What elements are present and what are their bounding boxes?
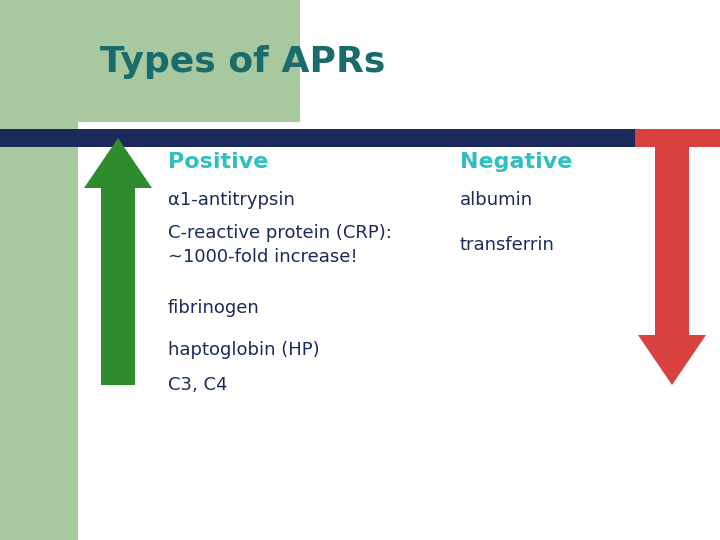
Text: α1-antitrypsin: α1-antitrypsin bbox=[168, 191, 295, 209]
FancyBboxPatch shape bbox=[101, 183, 135, 385]
FancyBboxPatch shape bbox=[0, 0, 300, 122]
FancyBboxPatch shape bbox=[0, 0, 78, 540]
Text: Negative: Negative bbox=[460, 152, 572, 172]
FancyBboxPatch shape bbox=[655, 129, 689, 340]
Text: fibrinogen: fibrinogen bbox=[168, 299, 260, 317]
Text: transferrin: transferrin bbox=[460, 236, 555, 254]
Text: Positive: Positive bbox=[168, 152, 269, 172]
FancyBboxPatch shape bbox=[75, 5, 715, 535]
FancyBboxPatch shape bbox=[0, 0, 75, 540]
Text: Types of APRs: Types of APRs bbox=[100, 45, 385, 79]
FancyBboxPatch shape bbox=[0, 0, 290, 120]
Polygon shape bbox=[638, 335, 706, 385]
Text: C3, C4: C3, C4 bbox=[168, 376, 228, 394]
FancyBboxPatch shape bbox=[635, 129, 720, 147]
Text: C-reactive protein (CRP):
~1000-fold increase!: C-reactive protein (CRP): ~1000-fold inc… bbox=[168, 224, 392, 266]
Text: haptoglobin (HP): haptoglobin (HP) bbox=[168, 341, 320, 359]
Polygon shape bbox=[84, 138, 152, 188]
Text: albumin: albumin bbox=[460, 191, 533, 209]
FancyBboxPatch shape bbox=[0, 129, 635, 147]
